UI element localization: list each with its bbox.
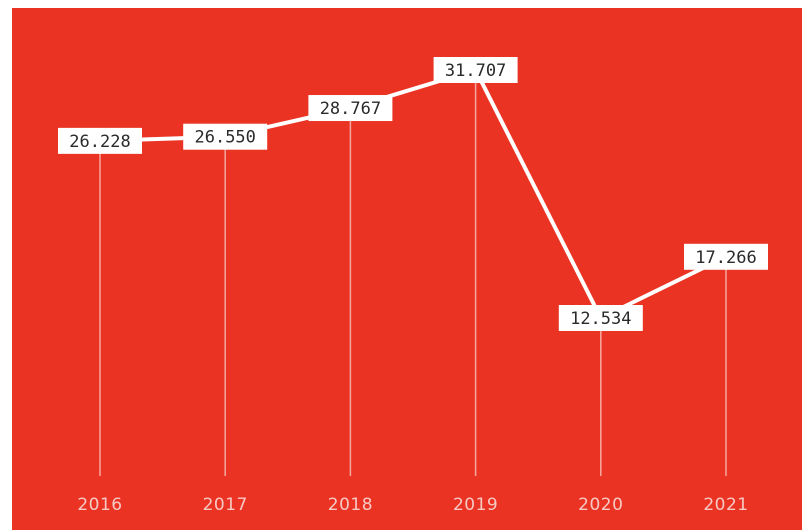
x-tick-label-2016: 2016 [77, 495, 122, 515]
data-label-text: 31.707 [445, 61, 506, 81]
data-label-2019: 31.707 [433, 57, 518, 83]
line-chart: 26.228 26.550 28.767 31.707 12.534 17.266 201… [58, 57, 768, 515]
data-label-text: 12.534 [570, 309, 631, 329]
data-label-text: 26.228 [69, 132, 130, 152]
data-label-box [308, 95, 393, 122]
x-tick-label-2020: 2020 [578, 495, 623, 515]
data-labels: 26.228 26.550 28.767 31.707 12.534 17.266 [58, 57, 768, 331]
data-label-text: 17.266 [695, 248, 756, 268]
chart-panel: 26.228 26.550 28.767 31.707 12.534 17.266 201… [12, 8, 802, 530]
x-tick-label-2021: 2021 [703, 495, 748, 515]
series-line-group [98, 68, 728, 320]
data-label-box [433, 57, 518, 83]
x-tick-label-2018: 2018 [328, 495, 373, 515]
data-label-box [58, 127, 142, 154]
x-tick-label-2019: 2019 [453, 495, 498, 515]
data-label-2021: 17.266 [684, 243, 768, 270]
data-label-2018: 28.767 [308, 95, 393, 122]
data-label-text: 28.767 [320, 99, 381, 119]
data-label-box [183, 123, 268, 150]
drop-lines [99, 70, 727, 476]
data-label-2017: 26.550 [183, 123, 268, 150]
data-label-text: 26.550 [194, 128, 255, 148]
series-line [98, 68, 728, 320]
x-axis-ticks: 2016 2017 2018 2019 2020 2021 [77, 495, 748, 515]
x-tick-label-2017: 2017 [203, 495, 248, 515]
data-label-box [558, 305, 643, 331]
data-label-box [684, 243, 768, 270]
data-label-2020: 12.534 [558, 305, 643, 331]
data-label-2016: 26.228 [58, 127, 142, 154]
